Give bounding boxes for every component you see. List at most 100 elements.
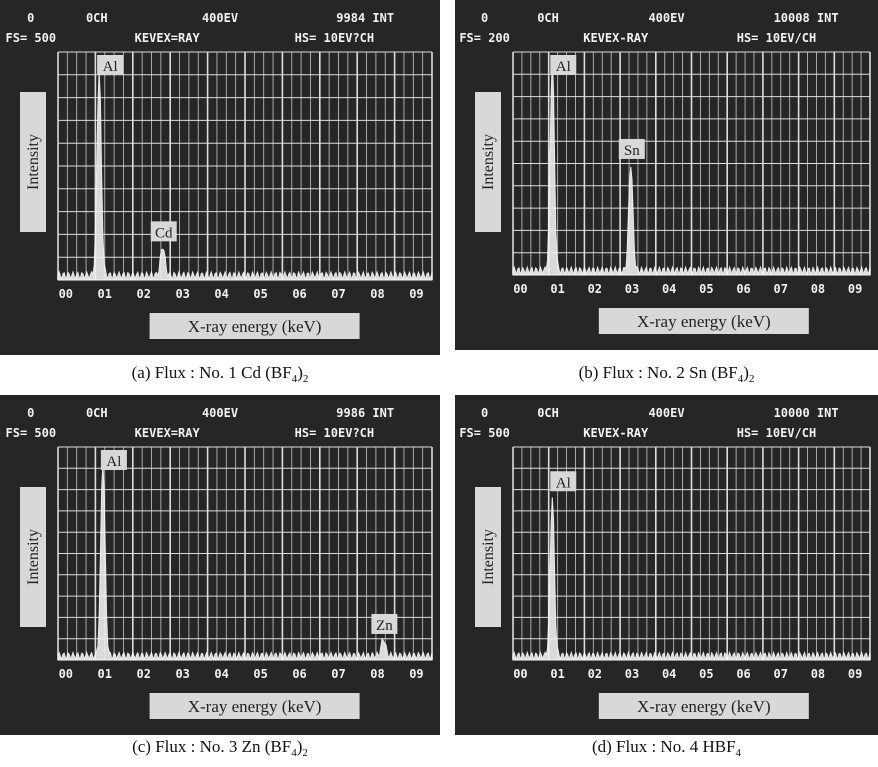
x-tick-label: 03 [625,667,639,681]
peak-label: Cd [155,225,173,241]
x-tick-label: 06 [292,287,306,301]
subheader-text: HS= 10EV/CH [737,31,816,45]
x-tick-label: 02 [588,667,602,681]
spectrum-panel: 0 0CH 400EV 10008 INT FS= 200 KEVEX-RAY HS= 10… [455,0,878,350]
x-tick-label: 07 [331,667,345,681]
y-label: Intensity [480,529,497,585]
x-label: X-ray energy (keV) [637,312,771,331]
x-tick-label: 09 [409,287,423,301]
x-label: X-ray energy (keV) [188,697,322,716]
header-text: 400EV [648,406,684,420]
caption: (a) Flux : No. 1 Cd (BF4)2 [132,363,309,385]
header-text: 400EV [648,11,684,25]
header-text: 0 [481,11,488,25]
screen [455,395,878,735]
x-tick-label: 05 [253,287,267,301]
x-tick-label: 01 [98,667,112,681]
header-text: 9986 INT [336,406,394,420]
subheader-text: KEVEX=RAY [135,426,201,440]
subheader-text: HS= 10EV/CH [737,426,816,440]
x-tick-label: 04 [662,667,676,681]
subheader-text: KEVEX=RAY [135,31,201,45]
header-text: 0CH [86,406,108,420]
x-tick-label: 01 [550,282,564,296]
subheader-text: FS= 500 [459,426,510,440]
x-tick-label: 06 [736,667,750,681]
x-tick-label: 07 [774,282,788,296]
figure: 0 0CH 400EV 9984 INT FS= 500 KEVEX=RAY HS= 10E… [0,0,878,767]
x-tick-label: 01 [550,667,564,681]
caption-part: (b) Flux : No. 2 Sn (BF [579,363,738,382]
peak-label: Zn [376,618,393,634]
x-tick-label: 02 [136,287,150,301]
subheader-text: FS= 200 [459,31,510,45]
subheader-text: FS= 500 [6,31,57,45]
x-tick-label: 09 [848,282,862,296]
x-tick-label: 09 [409,667,423,681]
x-tick-label: 05 [253,667,267,681]
x-tick-label: 07 [331,287,345,301]
caption-part: (d) Flux : No. 4 HBF [592,737,736,756]
header-text: 10008 INT [774,11,839,25]
x-tick-label: 00 [513,667,527,681]
x-tick-label: 00 [513,282,527,296]
y-label: Intensity [25,134,42,190]
header-text: 0CH [537,406,559,420]
header-text: 400EV [202,406,238,420]
header-text: 0 [481,406,488,420]
x-tick-label: 01 [98,287,112,301]
peak-label: Al [556,59,571,75]
x-tick-label: 03 [175,287,189,301]
x-tick-label: 06 [736,282,750,296]
x-tick-label: 07 [774,667,788,681]
subheader-text: HS= 10EV?CH [295,31,374,45]
x-tick-label: 04 [214,287,228,301]
caption-part: 2 [303,373,309,385]
x-tick-label: 00 [59,287,73,301]
x-tick-label: 02 [588,282,602,296]
x-tick-label: 08 [811,667,825,681]
subheader-text: HS= 10EV?CH [295,426,374,440]
screen [0,0,440,355]
peak-label: Al [103,59,118,75]
screen [0,395,440,735]
caption-part: (a) Flux : No. 1 Cd (BF [132,363,292,382]
peak-label: Al [106,454,121,470]
x-tick-label: 05 [699,667,713,681]
caption: (c) Flux : No. 3 Zn (BF4)2 [132,737,308,759]
caption: (b) Flux : No. 2 Sn (BF4)2 [579,363,755,385]
peak-label: Sn [624,143,640,159]
caption-part: 2 [749,373,755,385]
x-tick-label: 05 [699,282,713,296]
caption-part: 4 [736,747,742,759]
header-text: 0CH [537,11,559,25]
x-tick-label: 03 [625,282,639,296]
peak-label: Al [556,475,571,491]
caption: (d) Flux : No. 4 HBF4 [592,737,742,759]
x-label: X-ray energy (keV) [637,697,771,716]
header-text: 10000 INT [774,406,839,420]
y-label: Intensity [480,134,497,190]
x-tick-label: 03 [175,667,189,681]
x-tick-label: 09 [848,667,862,681]
x-tick-label: 02 [136,667,150,681]
header-text: 0CH [86,11,108,25]
header-text: 9984 INT [336,11,394,25]
header-text: 400EV [202,11,238,25]
x-tick-label: 08 [370,287,384,301]
x-tick-label: 04 [662,282,676,296]
header-text: 0 [27,406,34,420]
subheader-text: FS= 500 [6,426,57,440]
page: {"panels": [ {"header": ["0", "0CH", "40… [0,0,878,767]
spectrum-panel: 0 0CH 400EV 9986 INT FS= 500 KEVEX=RAY HS= 10E… [0,395,440,735]
y-label: Intensity [25,529,42,585]
subheader-text: KEVEX-RAY [583,31,649,45]
caption-part: (c) Flux : No. 3 Zn (BF [132,737,291,756]
caption-part: 2 [302,747,308,759]
x-tick-label: 08 [811,282,825,296]
x-tick-label: 00 [59,667,73,681]
x-label: X-ray energy (keV) [188,317,322,336]
x-tick-label: 06 [292,667,306,681]
x-tick-label: 08 [370,667,384,681]
